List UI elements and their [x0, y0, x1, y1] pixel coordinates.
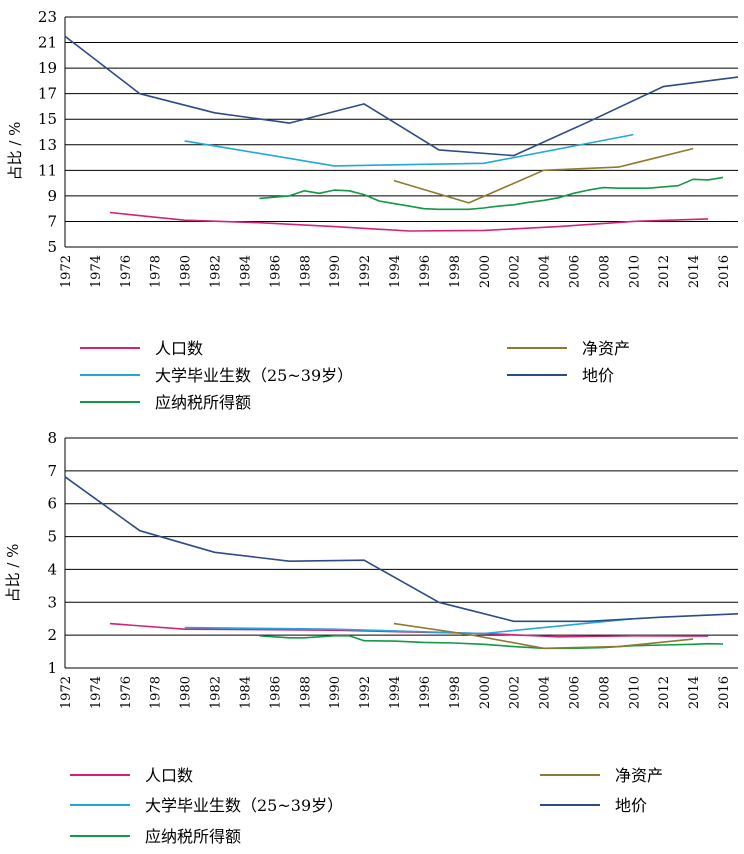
series-line [109, 211, 709, 232]
x-tick-label: 1984 [238, 676, 253, 709]
y-tick-label: 19 [38, 59, 57, 77]
lower-line-chart: 1 2 3 4 5 6 7 8 1972 1974 1976 1978 1980 1982 1984 198… [4, 429, 739, 846]
x-tick-label: 2016 [717, 255, 732, 288]
legend-label: 净资产 [582, 339, 630, 358]
x-tick-label: 1994 [388, 676, 403, 709]
x-tick-label: 1978 [149, 255, 164, 288]
y-tick-label: 8 [47, 429, 57, 447]
y-tick-label: 7 [47, 462, 57, 480]
y-tick-label: 5 [47, 528, 57, 546]
x-tick-label: 2002 [508, 255, 523, 288]
x-tick-label: 2012 [657, 255, 672, 288]
x-tick-label: 1996 [418, 255, 433, 288]
x-tick-label: 2014 [687, 255, 702, 288]
x-tick-label: 2002 [508, 676, 523, 709]
y-tick-label: 5 [47, 238, 57, 256]
series-line [393, 147, 694, 204]
y-tick-label: 11 [38, 161, 57, 179]
x-tick-label: 1976 [119, 255, 134, 288]
legend-label: 人口数 [145, 766, 193, 785]
series-line [184, 133, 634, 167]
legend-label: 地价 [582, 366, 614, 385]
x-tick-label: 2016 [717, 676, 732, 709]
legend-label: 地价 [615, 796, 647, 815]
legend-label: 应纳税所得额 [145, 827, 241, 846]
x-tick-label: 1974 [89, 676, 104, 709]
series-line [64, 476, 739, 623]
x-tick-label: 1980 [179, 255, 194, 288]
y-tick-label: 7 [47, 212, 57, 230]
x-tick-label: 2006 [567, 255, 582, 288]
x-tick-label: 2014 [687, 676, 702, 709]
legend-label: 净资产 [615, 766, 663, 785]
x-tick-label: 1980 [179, 676, 194, 709]
x-tick-label: 1972 [59, 676, 74, 709]
x-tick-label: 2004 [538, 255, 553, 288]
y-tick-label: 9 [47, 187, 57, 205]
x-tick-label: 1994 [388, 255, 403, 288]
y-tick-label: 6 [47, 495, 57, 513]
x-tick-label: 1974 [89, 255, 104, 288]
x-tick-label: 1982 [209, 255, 224, 288]
legend-label: 应纳税所得额 [155, 393, 251, 412]
x-tick-label: 2010 [627, 676, 642, 709]
y-tick-label: 2 [47, 626, 57, 644]
y-axis-label: 占比 / % [6, 122, 24, 181]
x-tick-label: 2006 [567, 676, 582, 709]
x-tick-label: 1992 [358, 255, 373, 288]
series-line [64, 35, 739, 157]
legend-label: 大学毕业生数（25~39岁） [155, 366, 353, 385]
upper-line-chart: 5 7 9 11 13 15 17 19 21 23 1972 1974 1976 1978 1980 19… [6, 8, 739, 412]
y-axis-label: 占比 / % [4, 544, 22, 603]
x-tick-label: 2000 [478, 255, 493, 288]
legend-label: 大学毕业生数（25~39岁） [145, 796, 343, 815]
x-tick-label: 1972 [59, 255, 74, 288]
x-tick-label: 1986 [268, 255, 283, 288]
x-tick-label: 1986 [268, 676, 283, 709]
series-line [259, 176, 724, 211]
x-tick-label: 2008 [597, 255, 612, 288]
x-tick-label: 2008 [597, 676, 612, 709]
x-tick-label: 2004 [538, 676, 553, 709]
y-tick-label: 17 [38, 85, 57, 103]
legend-label: 人口数 [155, 339, 203, 358]
x-tick-label: 1988 [298, 676, 313, 709]
x-tick-label: 1998 [448, 255, 463, 288]
x-tick-label: 1990 [328, 676, 343, 709]
x-tick-label: 1978 [149, 676, 164, 709]
series-line [393, 622, 694, 650]
y-tick-label: 23 [38, 8, 57, 26]
x-tick-label: 2010 [627, 255, 642, 288]
y-tick-label: 3 [47, 593, 57, 611]
y-tick-label: 1 [47, 659, 57, 677]
x-tick-label: 1998 [448, 676, 463, 709]
y-tick-label: 15 [38, 110, 57, 128]
x-tick-label: 2000 [478, 676, 493, 709]
x-tick-label: 1984 [238, 255, 253, 288]
series-line [259, 634, 724, 650]
x-tick-label: 1988 [298, 255, 313, 288]
series-line [184, 617, 634, 635]
x-tick-label: 2012 [657, 676, 672, 709]
x-tick-label: 1990 [328, 255, 343, 288]
x-tick-label: 1992 [358, 676, 373, 709]
y-tick-label: 13 [38, 136, 57, 154]
y-tick-label: 4 [47, 560, 57, 578]
x-tick-label: 1982 [209, 676, 224, 709]
y-tick-label: 21 [38, 34, 57, 52]
x-tick-label: 1996 [418, 676, 433, 709]
x-tick-label: 1976 [119, 676, 134, 709]
